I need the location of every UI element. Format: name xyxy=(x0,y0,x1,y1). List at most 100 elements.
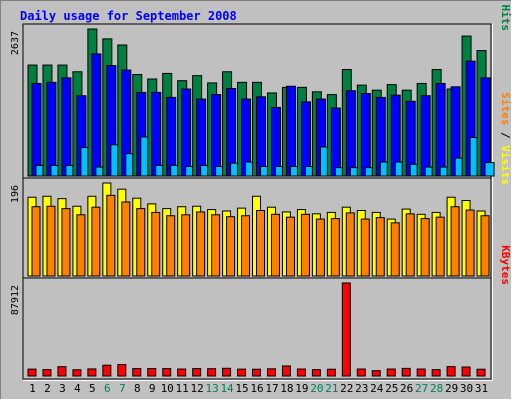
kbytes-bar-29 xyxy=(446,366,456,377)
files-bar-18 xyxy=(285,85,296,177)
day-group-15 xyxy=(237,207,251,277)
x-tick-label-20: 20 xyxy=(310,382,323,395)
kbytes-bar-6 xyxy=(102,364,112,377)
files-bar-28 xyxy=(435,82,446,177)
day-group-29 xyxy=(446,366,456,377)
sites-bar-26 xyxy=(405,213,415,277)
day-group-23 xyxy=(356,368,366,377)
day-group-25 xyxy=(386,218,400,277)
kbytes-bar-24 xyxy=(371,370,381,377)
day-group-4 xyxy=(72,205,86,277)
day-group-8 xyxy=(132,368,142,377)
sites-bar-28 xyxy=(435,216,445,277)
files-bar-31 xyxy=(480,77,491,177)
day-group-23 xyxy=(356,210,370,277)
files-bar-23 xyxy=(360,92,371,177)
day-group-27 xyxy=(416,368,426,377)
files-bar-11 xyxy=(181,88,192,177)
sites-bar-5 xyxy=(91,206,101,277)
kbytes-bar-14 xyxy=(222,367,232,377)
day-group-19 xyxy=(296,368,306,377)
sites-bar-17 xyxy=(270,213,280,277)
day-group-11 xyxy=(177,206,191,277)
day-group-29 xyxy=(446,196,460,277)
day-group-13 xyxy=(207,209,221,277)
panel-visits_sites-max-label: 196 xyxy=(10,185,21,203)
day-group-18 xyxy=(281,365,291,377)
kbytes-bar-7 xyxy=(117,364,127,377)
x-tick-label-29: 29 xyxy=(445,382,458,395)
x-tick-label-14: 14 xyxy=(220,382,234,395)
kbytes-bar-17 xyxy=(266,368,276,377)
x-tick-label-31: 31 xyxy=(475,382,488,395)
files-bar-1 xyxy=(31,82,42,177)
kbytes-bar-25 xyxy=(386,368,396,377)
sites-bar-13 xyxy=(211,214,221,277)
kbytes-bar-18 xyxy=(281,365,291,377)
day-group-12 xyxy=(192,368,202,377)
x-tick-label-17: 17 xyxy=(265,382,278,395)
day-group-9 xyxy=(147,368,157,377)
sites-bar-19 xyxy=(300,213,310,277)
kbytes-bar-3 xyxy=(57,366,67,377)
day-group-3 xyxy=(57,198,71,277)
day-group-1 xyxy=(27,64,46,177)
files-bar-3 xyxy=(61,77,72,177)
legend-part: / xyxy=(499,0,512,5)
x-tick-label-15: 15 xyxy=(235,382,248,395)
x-tick-label-8: 8 xyxy=(134,382,141,395)
day-group-15 xyxy=(237,368,247,377)
panel-hits_files_pages: 2637 Pages / Files / Hits xyxy=(10,0,512,181)
legend-part: Hits xyxy=(499,5,512,32)
chart-title: Daily usage for September 2008 xyxy=(20,9,237,23)
day-group-20 xyxy=(311,213,325,277)
day-group-25 xyxy=(386,368,396,377)
day-group-30 xyxy=(461,35,480,177)
day-group-21 xyxy=(326,368,336,377)
sites-bar-21 xyxy=(330,218,340,277)
day-group-29 xyxy=(446,86,465,177)
files-bar-17 xyxy=(270,106,281,177)
x-axis: 1 2 3 4 5 6 7 8 9 10 11 12 13 14 15 16 17 18 19 20 21 22 23 24 2… xyxy=(29,382,488,395)
day-group-24 xyxy=(371,211,385,277)
sites-bar-6 xyxy=(106,194,116,277)
panel-hits_files_pages-legend: Pages / Files / Hits xyxy=(499,0,512,31)
day-group-15 xyxy=(237,81,256,177)
x-tick-label-25: 25 xyxy=(385,382,398,395)
day-group-17 xyxy=(266,92,285,177)
kbytes-bar-23 xyxy=(356,368,366,377)
panel-hits_files_pages-max-label: 2637 xyxy=(10,31,21,55)
day-group-12 xyxy=(192,205,206,277)
x-tick-label-13: 13 xyxy=(205,382,218,395)
day-group-17 xyxy=(266,368,276,377)
day-group-28 xyxy=(431,211,445,277)
day-group-9 xyxy=(147,203,161,277)
day-group-14 xyxy=(222,210,236,277)
day-group-5 xyxy=(87,368,97,377)
kbytes-bar-10 xyxy=(162,368,172,377)
day-group-13 xyxy=(207,368,217,377)
panel-kbytes-max-label: 87912 xyxy=(10,285,21,315)
day-group-28 xyxy=(431,69,450,177)
panel-visits_sites: 196 Sites / Visits xyxy=(10,92,512,281)
x-tick-label-26: 26 xyxy=(400,382,413,395)
x-tick-label-9: 9 xyxy=(149,382,156,395)
sites-bar-14 xyxy=(226,216,236,277)
sites-bar-15 xyxy=(241,215,251,277)
sites-bar-7 xyxy=(121,201,131,277)
panels-layer: 2637 Pages / Files / Hits 196 Sites / Visit… xyxy=(10,0,512,381)
x-tick-label-10: 10 xyxy=(161,382,174,395)
sites-bar-24 xyxy=(375,217,385,277)
day-group-5 xyxy=(87,195,101,277)
day-group-30 xyxy=(461,366,471,377)
day-group-21 xyxy=(326,211,340,277)
x-tick-label-21: 21 xyxy=(325,382,338,395)
day-group-20 xyxy=(311,369,321,377)
sites-bar-3 xyxy=(61,208,71,277)
kbytes-bar-21 xyxy=(326,368,336,377)
kbytes-bar-22 xyxy=(341,282,351,377)
day-group-3 xyxy=(57,64,76,177)
legend-part: / xyxy=(499,125,512,145)
x-tick-label-2: 2 xyxy=(44,382,51,395)
